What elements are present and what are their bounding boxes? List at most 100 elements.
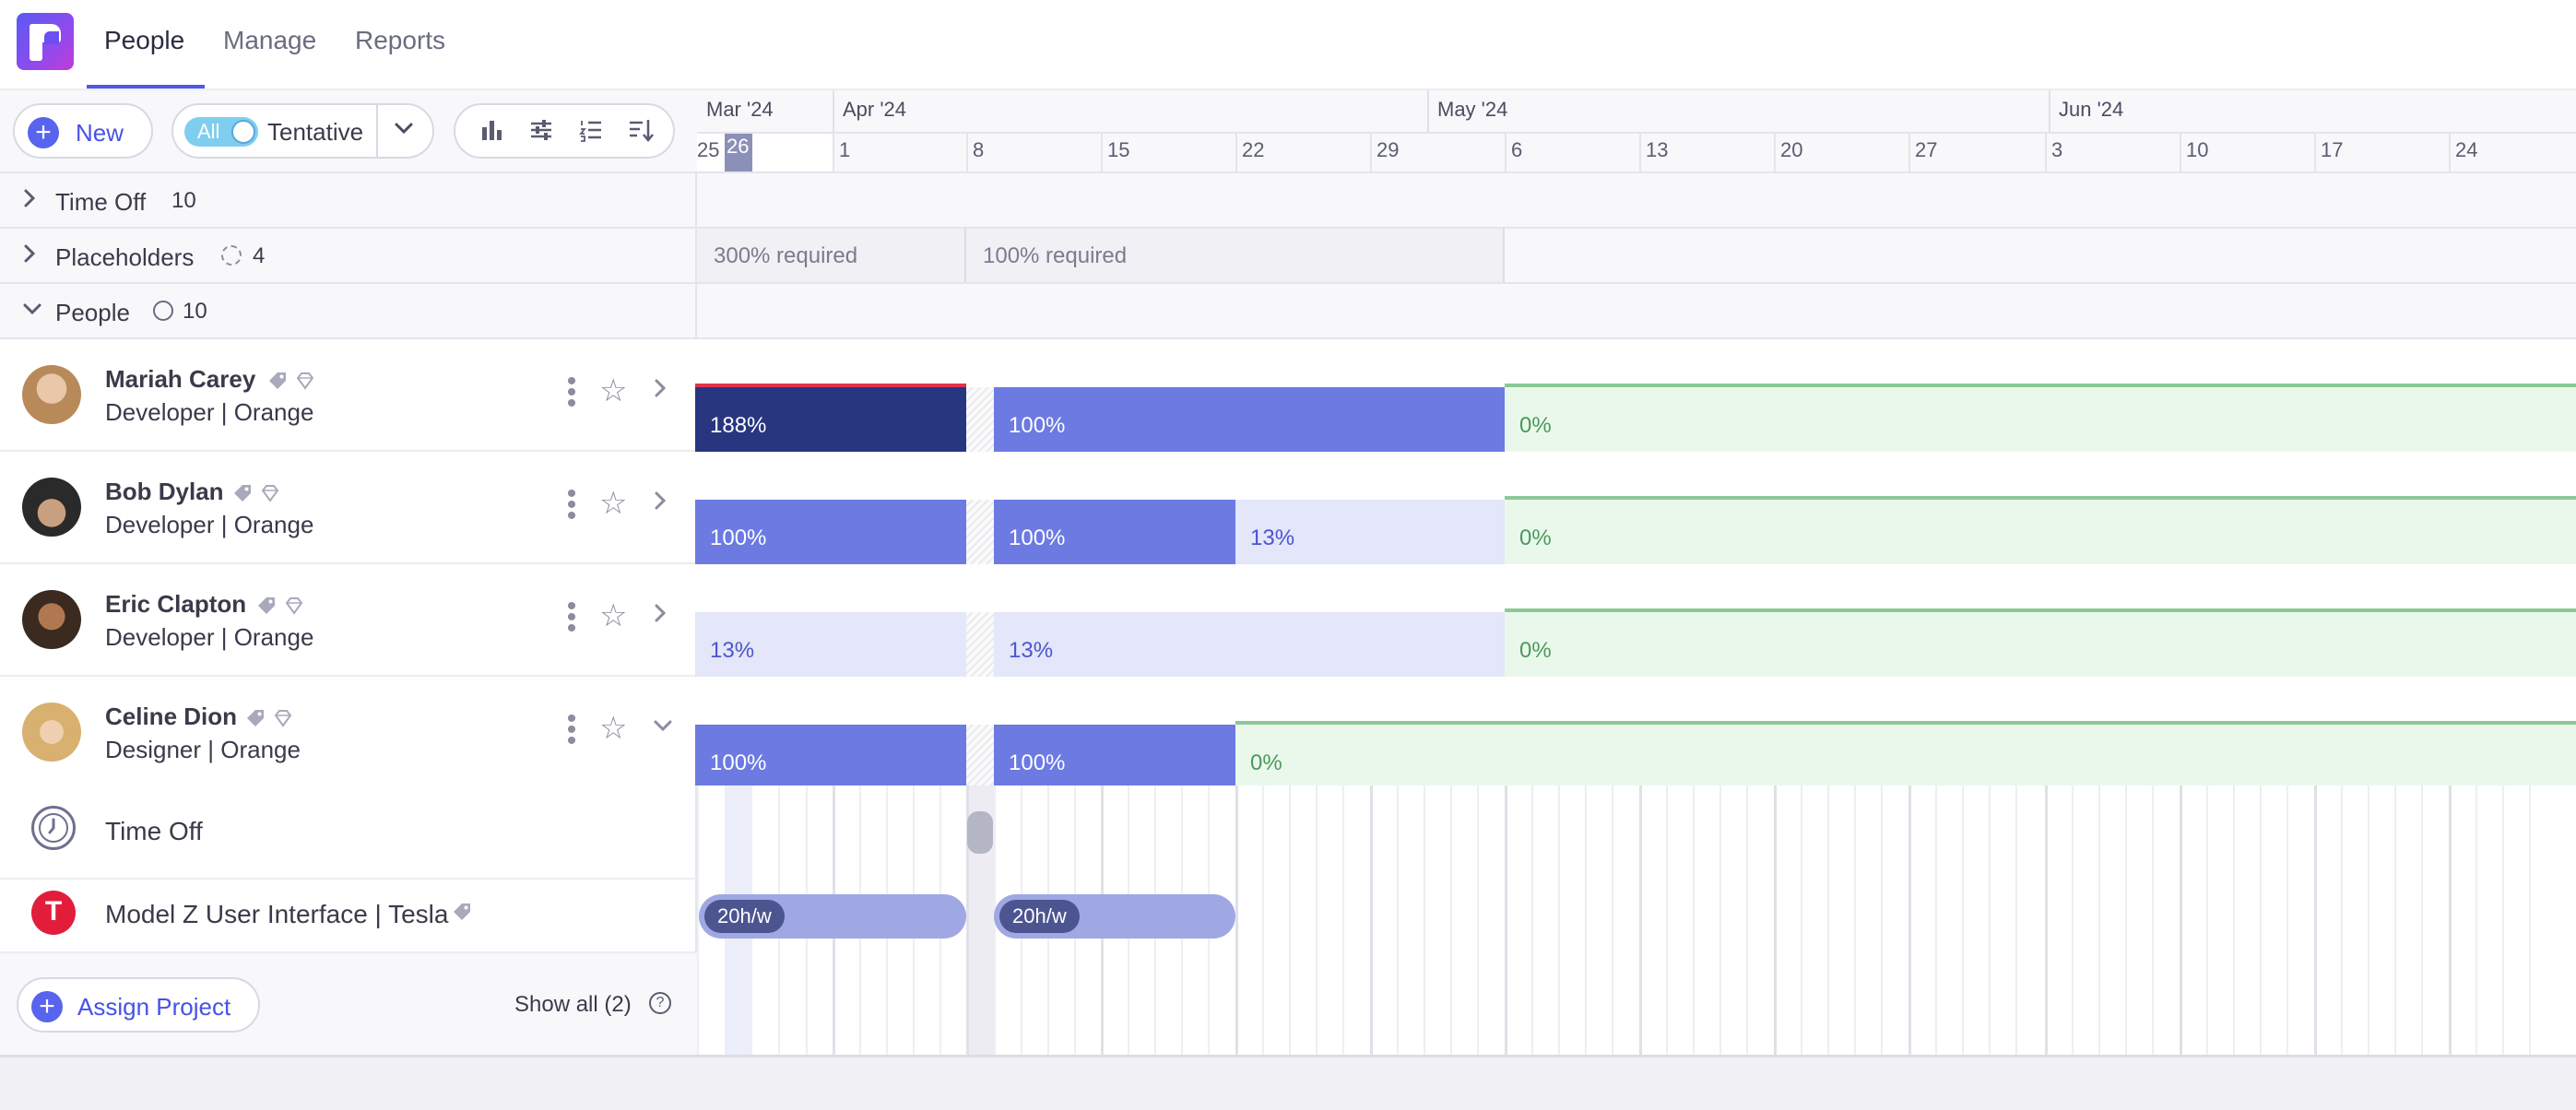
holiday-hatch (966, 387, 994, 452)
chevron-down-icon[interactable] (651, 714, 675, 744)
plus-icon: + (31, 991, 63, 1022)
time-off-label[interactable]: Time Off (105, 817, 203, 845)
avatar (22, 703, 81, 762)
person-row[interactable]: Celine Dion Designer | Orange • • • ☆ 100%… (0, 677, 2576, 789)
week-label: 25 (697, 138, 720, 161)
chevron-right-icon[interactable] (651, 376, 669, 407)
assignment-bar[interactable]: 20h/w (994, 894, 1235, 939)
drag-handle[interactable] (967, 811, 993, 854)
help-icon[interactable]: ? (649, 992, 671, 1014)
availability-bar[interactable]: 0% (1505, 500, 2576, 564)
tentative-filter: All Tentative (171, 103, 434, 159)
allocation-bar[interactable]: 100% (994, 500, 1235, 564)
allocation-bar[interactable]: 13% (994, 612, 1505, 677)
person-name[interactable]: Eric Clapton (105, 590, 247, 618)
more-menu-icon[interactable]: • • • (566, 591, 577, 644)
person-name[interactable]: Celine Dion (105, 703, 238, 730)
chevron-right-icon[interactable] (651, 601, 669, 632)
group-label: Time Off (55, 188, 147, 216)
chevron-right-icon[interactable] (20, 242, 39, 272)
person-name[interactable]: Bob Dylan (105, 478, 224, 505)
month-label: Jun '24 (2059, 98, 2124, 121)
allocation-bar[interactable]: 100% (994, 725, 1235, 789)
requirement-cell: 300% required (697, 229, 966, 282)
hours-chip: 20h/w (999, 900, 1080, 933)
bar-chart-icon[interactable] (478, 116, 505, 144)
avatar (22, 365, 81, 424)
allocation-bar[interactable]: 100% (994, 387, 1505, 452)
availability-bar[interactable]: 0% (1505, 387, 2576, 452)
month-label: Apr '24 (843, 98, 907, 121)
group-count: 10 (171, 188, 196, 213)
assign-project-button[interactable]: + Assign Project (17, 977, 260, 1033)
tag-icon (258, 597, 275, 614)
timeline-header: Mar '24 Apr '24 May '24 Jun '24 25 26 1 … (697, 90, 2576, 173)
more-menu-icon[interactable]: • • • (566, 478, 577, 531)
month-label: Mar '24 (706, 98, 774, 121)
tesla-logo-icon: T (31, 891, 76, 935)
week-label: 6 (1511, 138, 1523, 161)
week-label: 1 (839, 138, 851, 161)
tentative-toggle[interactable]: All (184, 117, 258, 147)
avatar (22, 590, 81, 649)
chevron-down-icon[interactable] (20, 297, 44, 327)
week-label: 13 (1646, 138, 1669, 161)
assignment-bar[interactable]: 20h/w (699, 894, 966, 939)
group-placeholders[interactable]: Placeholders 4 300% required 100% requir… (0, 229, 2576, 284)
top-nav: People Manage Reports (0, 0, 2576, 90)
show-all-link[interactable]: Show all (2) (514, 992, 632, 1017)
star-icon[interactable]: ☆ (599, 486, 628, 521)
person-role: Developer | Orange (105, 398, 314, 426)
list-order-icon[interactable] (577, 116, 605, 144)
app-logo[interactable] (17, 13, 74, 70)
allocation-bar[interactable]: 100% (695, 725, 966, 789)
star-icon[interactable]: ☆ (599, 598, 628, 633)
tab-manage[interactable]: Manage (223, 26, 317, 54)
allocation-bar[interactable]: 13% (1235, 500, 1505, 564)
divider (376, 105, 378, 157)
week-label: 20 (1780, 138, 1803, 161)
availability-line (1235, 721, 2576, 726)
group-people[interactable]: People 10 (0, 284, 2576, 339)
week-label: 10 (2186, 138, 2209, 161)
star-icon[interactable]: ☆ (599, 711, 628, 746)
week-label: 3 (2051, 138, 2063, 161)
allocation-bar[interactable]: 100% (695, 500, 966, 564)
allocation-bar[interactable]: 188% (695, 387, 966, 452)
sort-icon[interactable] (627, 116, 655, 144)
group-time-off[interactable]: Time Off 10 (0, 173, 2576, 229)
chevron-down-icon[interactable] (393, 114, 415, 148)
star-icon[interactable]: ☆ (599, 373, 628, 408)
week-label: 15 (1107, 138, 1130, 161)
availability-bar[interactable]: 0% (1235, 725, 2576, 789)
project-name[interactable]: Model Z User Interface | Tesla (105, 900, 449, 928)
week-label: 29 (1377, 138, 1400, 161)
more-menu-icon[interactable]: • • • (566, 366, 577, 419)
allocation-bar[interactable]: 13% (695, 612, 966, 677)
new-button[interactable]: + New (13, 103, 153, 159)
week-label: 24 (2455, 138, 2478, 161)
person-row[interactable]: Mariah Carey Developer | Orange • • • ☆ 18… (0, 339, 2576, 452)
tab-reports[interactable]: Reports (355, 26, 446, 54)
hours-chip: 20h/w (704, 900, 785, 933)
person-row[interactable]: Eric Clapton Developer | Orange • • • ☆ 13… (0, 564, 2576, 677)
person-row[interactable]: Bob Dylan Developer | Orange • • • ☆ 100% … (0, 452, 2576, 564)
new-button-label: New (76, 119, 124, 147)
diamond-icon (261, 485, 279, 502)
availability-bar[interactable]: 0% (1505, 612, 2576, 677)
chevron-right-icon[interactable] (651, 489, 669, 519)
person-icon (153, 301, 173, 321)
week-label: 17 (2321, 138, 2344, 161)
tag-icon (247, 710, 264, 726)
chevron-right-icon[interactable] (20, 186, 39, 217)
tab-people[interactable]: People (104, 26, 185, 54)
diamond-icon (285, 597, 303, 615)
person-role: Developer | Orange (105, 623, 314, 651)
toggle-knob (231, 120, 255, 144)
sliders-icon[interactable] (527, 116, 555, 144)
group-count: 4 (253, 243, 266, 268)
today-marker: 26 (725, 134, 752, 171)
person-name[interactable]: Mariah Carey (105, 365, 256, 393)
diamond-icon (274, 710, 292, 727)
more-menu-icon[interactable]: • • • (566, 703, 577, 756)
